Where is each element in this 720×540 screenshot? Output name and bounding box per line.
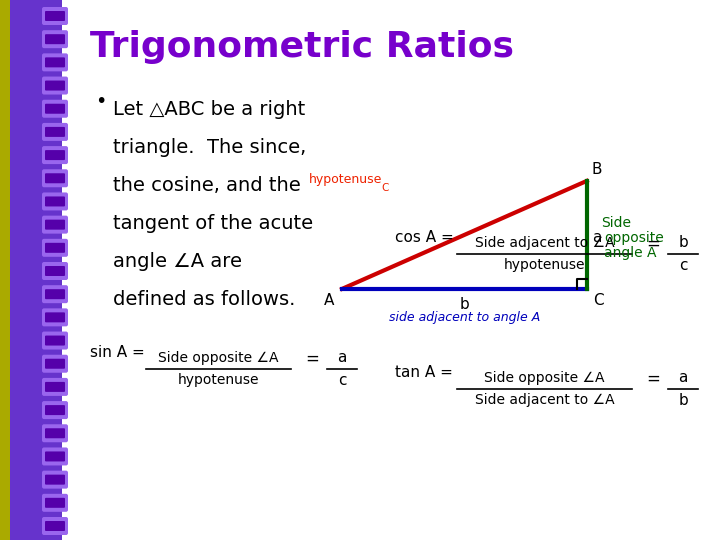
Text: c: c — [338, 373, 346, 388]
Text: Side opposite ∠A: Side opposite ∠A — [485, 371, 605, 385]
Text: a: a — [337, 350, 347, 365]
Text: hypotenuse: hypotenuse — [504, 258, 585, 272]
Text: =: = — [305, 350, 319, 368]
FancyBboxPatch shape — [45, 266, 65, 276]
FancyBboxPatch shape — [42, 448, 68, 465]
FancyBboxPatch shape — [42, 471, 68, 489]
FancyBboxPatch shape — [45, 359, 65, 369]
FancyBboxPatch shape — [45, 197, 65, 206]
Text: B: B — [592, 162, 603, 177]
FancyBboxPatch shape — [42, 53, 68, 71]
Text: •: • — [95, 92, 107, 111]
Text: =: = — [646, 235, 660, 253]
FancyBboxPatch shape — [42, 355, 68, 373]
FancyBboxPatch shape — [42, 123, 68, 141]
FancyBboxPatch shape — [42, 146, 68, 164]
FancyBboxPatch shape — [42, 424, 68, 442]
FancyBboxPatch shape — [42, 285, 68, 303]
Text: b: b — [678, 235, 688, 250]
Text: side adjacent to angle A: side adjacent to angle A — [389, 311, 540, 324]
Text: A: A — [323, 293, 334, 308]
FancyBboxPatch shape — [45, 405, 65, 415]
Text: =: = — [646, 370, 660, 388]
Text: a: a — [678, 370, 688, 385]
FancyBboxPatch shape — [42, 308, 68, 326]
Text: hypotenuse: hypotenuse — [178, 373, 259, 387]
FancyBboxPatch shape — [45, 34, 65, 44]
Text: Side adjacent to ∠A: Side adjacent to ∠A — [474, 236, 614, 250]
Text: Side: Side — [600, 216, 631, 230]
Text: a: a — [592, 231, 601, 245]
Text: triangle.  The since,: triangle. The since, — [113, 138, 306, 157]
FancyBboxPatch shape — [42, 192, 68, 211]
FancyBboxPatch shape — [45, 80, 65, 91]
Bar — [0, 0, 14, 540]
Text: angle ∠A are: angle ∠A are — [113, 252, 242, 271]
FancyBboxPatch shape — [45, 521, 65, 531]
Text: c: c — [679, 258, 688, 273]
FancyBboxPatch shape — [45, 243, 65, 253]
Text: angle A: angle A — [604, 246, 657, 260]
FancyBboxPatch shape — [42, 239, 68, 257]
FancyBboxPatch shape — [42, 7, 68, 25]
FancyBboxPatch shape — [45, 220, 65, 229]
Bar — [10, 0, 62, 540]
FancyBboxPatch shape — [42, 494, 68, 512]
Text: Side adjacent to ∠A: Side adjacent to ∠A — [474, 393, 614, 407]
FancyBboxPatch shape — [45, 475, 65, 484]
FancyBboxPatch shape — [42, 100, 68, 118]
FancyBboxPatch shape — [42, 262, 68, 280]
Text: C: C — [593, 293, 603, 308]
FancyBboxPatch shape — [45, 312, 65, 322]
Text: cos A =: cos A = — [395, 230, 454, 245]
FancyBboxPatch shape — [45, 173, 65, 183]
FancyBboxPatch shape — [45, 104, 65, 114]
FancyBboxPatch shape — [42, 378, 68, 396]
FancyBboxPatch shape — [45, 382, 65, 392]
FancyBboxPatch shape — [45, 289, 65, 299]
Text: the cosine, and the: the cosine, and the — [113, 176, 301, 195]
FancyBboxPatch shape — [42, 401, 68, 419]
Text: Trigonometric Ratios: Trigonometric Ratios — [90, 30, 514, 64]
Text: hypotenuse: hypotenuse — [309, 173, 382, 186]
FancyBboxPatch shape — [42, 30, 68, 48]
FancyBboxPatch shape — [45, 451, 65, 462]
Text: tan A =: tan A = — [395, 365, 453, 380]
Text: sin A =: sin A = — [90, 345, 145, 360]
FancyBboxPatch shape — [45, 428, 65, 438]
FancyBboxPatch shape — [45, 498, 65, 508]
FancyBboxPatch shape — [45, 127, 65, 137]
Text: C: C — [381, 183, 388, 193]
FancyBboxPatch shape — [42, 77, 68, 94]
Text: b: b — [678, 393, 688, 408]
Text: Let △ABC be a right: Let △ABC be a right — [113, 100, 305, 119]
FancyBboxPatch shape — [45, 150, 65, 160]
FancyBboxPatch shape — [45, 57, 65, 68]
FancyBboxPatch shape — [42, 169, 68, 187]
FancyBboxPatch shape — [45, 11, 65, 21]
Text: opposite: opposite — [604, 231, 664, 245]
Text: b: b — [459, 297, 469, 312]
FancyBboxPatch shape — [42, 332, 68, 349]
Text: Side opposite ∠A: Side opposite ∠A — [158, 351, 279, 365]
FancyBboxPatch shape — [45, 335, 65, 346]
FancyBboxPatch shape — [42, 215, 68, 234]
FancyBboxPatch shape — [42, 517, 68, 535]
Text: defined as follows.: defined as follows. — [113, 290, 295, 309]
Text: tangent of the acute: tangent of the acute — [113, 214, 313, 233]
